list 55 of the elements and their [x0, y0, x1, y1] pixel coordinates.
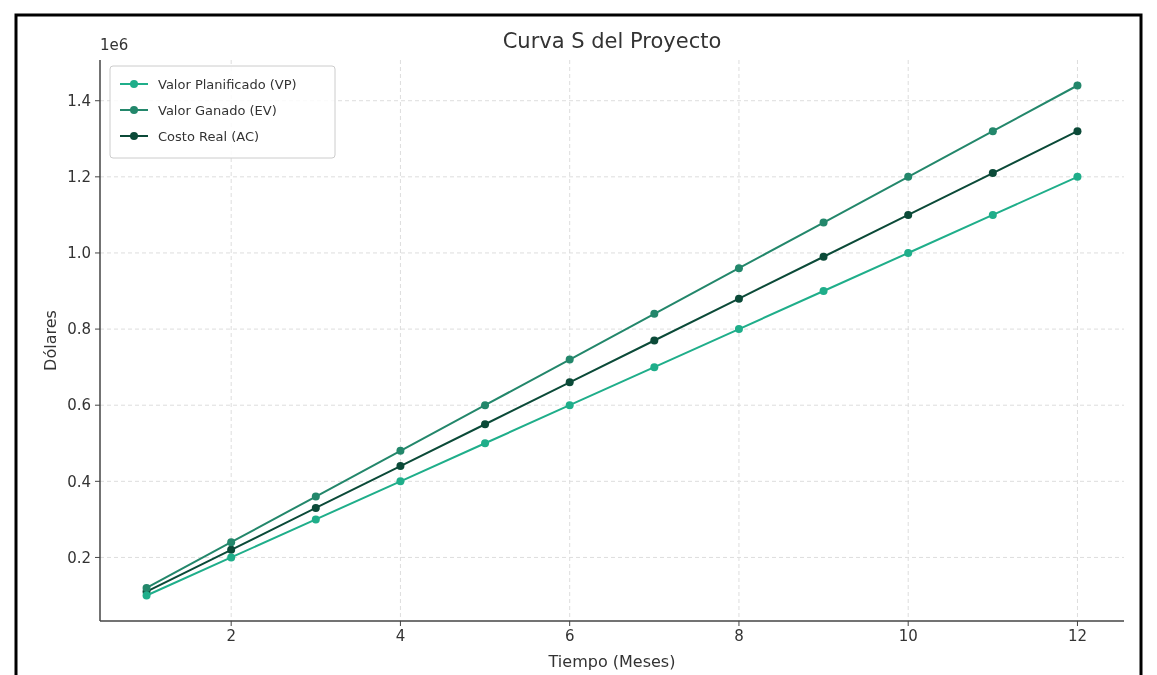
- point: [904, 172, 913, 181]
- x-tick-label: 8: [734, 627, 744, 645]
- y-tick-label: 1.2: [67, 168, 91, 187]
- point: [311, 515, 320, 524]
- point: [1073, 81, 1082, 90]
- point: [227, 553, 236, 562]
- point: [311, 503, 320, 512]
- x-tick-label: 10: [898, 627, 918, 645]
- y-tick-label: 1.0: [67, 244, 91, 263]
- point: [142, 583, 151, 592]
- point: [904, 210, 913, 219]
- y-tick-label: 0.4: [67, 472, 91, 491]
- point: [311, 492, 320, 501]
- point: [481, 401, 490, 410]
- point: [734, 294, 743, 303]
- point: [1073, 172, 1082, 181]
- y-tick-label: 0.8: [67, 320, 91, 339]
- text: 1e6: [100, 36, 129, 54]
- x-tick-label: 2: [226, 627, 236, 645]
- point: [819, 287, 828, 296]
- point: [988, 169, 997, 178]
- point: [734, 325, 743, 334]
- x-tick-label: 12: [1067, 627, 1087, 645]
- point: [650, 309, 659, 318]
- point: [565, 355, 574, 364]
- point: [227, 538, 236, 547]
- point: [650, 336, 659, 345]
- point: [396, 477, 405, 486]
- point: [481, 420, 490, 429]
- y-tick-label: 1.4: [67, 91, 91, 110]
- chart-title: Curva S del Proyecto: [502, 29, 722, 53]
- point: [650, 363, 659, 372]
- point: [1073, 127, 1082, 136]
- legend-label: Valor Ganado (EV): [158, 102, 277, 118]
- x-tick-label: 6: [564, 627, 575, 645]
- y-tick-label: 0.2: [67, 548, 91, 567]
- point: [142, 591, 151, 600]
- legend-label: Valor Planificado (VP): [158, 76, 297, 92]
- point: [988, 210, 997, 219]
- point: [904, 248, 913, 257]
- y-tick-label: 0.6: [67, 396, 91, 415]
- point: [565, 401, 574, 410]
- point: [819, 252, 828, 261]
- point: [227, 545, 236, 554]
- point: [396, 446, 405, 455]
- point: [988, 127, 997, 136]
- legend-label: Costo Real (AC): [158, 128, 260, 144]
- point: [481, 439, 490, 448]
- point: [396, 462, 405, 471]
- point: [565, 378, 574, 387]
- point: [734, 264, 743, 273]
- y-axis-title: Dólares: [41, 310, 60, 371]
- x-axis-title: Tiempo (Meses): [547, 652, 676, 671]
- point: [819, 218, 828, 227]
- x-tick-label: 4: [395, 627, 406, 645]
